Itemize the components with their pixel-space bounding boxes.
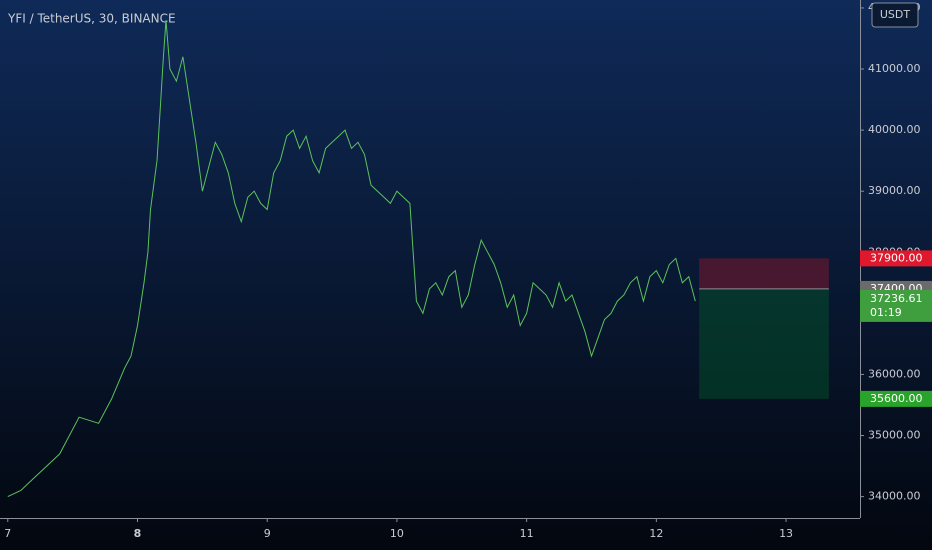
level-label-bg [860,390,932,407]
x-tick-label: 8 [134,527,142,540]
y-tick-label: 35000.00 [868,429,921,442]
price-line [7,20,696,498]
y-tick-label: 40000.00 [868,123,921,136]
level-label-bg [860,250,932,267]
currency-box [871,2,919,28]
currency: USDT [880,8,911,21]
x-tick-label: 10 [390,527,404,540]
y-tick-label: 34000.00 [868,490,921,503]
stop-zone [699,258,829,289]
last-price: 37236.61 [870,292,923,305]
level-label: 35600.00 [870,392,923,405]
x-tick-label: 11 [520,527,534,540]
x-tick-label: 9 [264,527,271,540]
y-tick-label: 41000.00 [868,62,921,75]
countdown: 01:19 [870,306,902,319]
target-zone [699,288,829,399]
chart-title: YFI / TetherUS, 30, BINANCE [7,12,176,26]
level-label: 37900.00 [870,251,923,264]
last-price-bg [860,289,932,322]
y-tick-label: 36000.00 [868,367,921,380]
x-tick-label: 7 [4,527,11,540]
y-tick-label: 39000.00 [868,184,921,197]
x-tick-label: 12 [649,527,663,540]
x-tick-label: 13 [779,527,793,540]
